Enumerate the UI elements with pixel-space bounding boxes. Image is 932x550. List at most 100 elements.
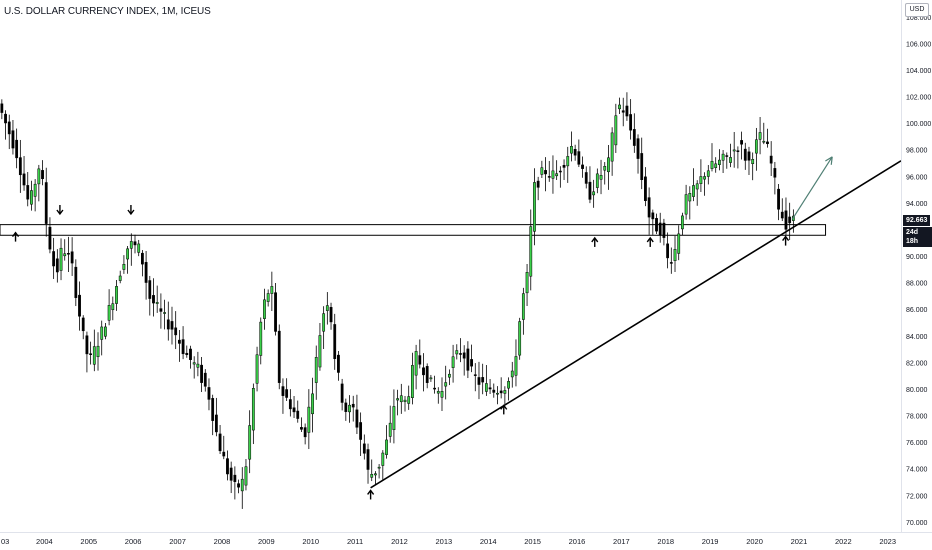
- candle: [625, 92, 629, 121]
- y-tick-label: 82.000: [906, 360, 928, 367]
- candle: [414, 344, 418, 390]
- y-tick-label: 72.000: [906, 493, 928, 500]
- time-axis[interactable]: 03 2004 2005 2006 2007 2008 2009 2010 2011 2012 20…: [1, 537, 896, 546]
- candle: [754, 127, 758, 171]
- candle: [129, 233, 133, 266]
- candle: [470, 344, 473, 373]
- candle: [248, 410, 252, 474]
- arrow-up-marker: [367, 489, 375, 500]
- candle: [732, 131, 736, 168]
- arrow-up-marker: [11, 231, 20, 242]
- x-tick-label: 2014: [480, 537, 497, 546]
- candle: [359, 412, 363, 456]
- candle: [566, 146, 570, 183]
- candle: [525, 263, 529, 306]
- candle: [362, 434, 366, 460]
- candle: [70, 237, 74, 276]
- candle: [618, 97, 621, 114]
- candle: [636, 134, 640, 174]
- candle: [577, 139, 581, 168]
- candle: [673, 235, 677, 273]
- candle: [388, 405, 392, 443]
- candle: [780, 198, 784, 222]
- candle: [30, 180, 33, 211]
- candle: [189, 345, 192, 369]
- candle: [270, 271, 274, 312]
- candle: [318, 323, 322, 371]
- candle: [233, 466, 237, 500]
- candle: [588, 166, 592, 204]
- candle: [55, 249, 59, 283]
- candle: [52, 237, 56, 279]
- candle: [325, 292, 329, 325]
- candle: [433, 375, 436, 394]
- candle: [758, 116, 762, 155]
- candle: [721, 150, 725, 173]
- candle: [274, 282, 277, 336]
- candle: [96, 332, 100, 371]
- x-tick-label: 2023: [879, 537, 896, 546]
- arrow-up-marker: [591, 236, 599, 247]
- candle: [381, 450, 385, 481]
- candle: [607, 144, 610, 190]
- candle: [222, 435, 226, 460]
- candle: [681, 212, 684, 235]
- candle: [307, 389, 311, 450]
- candle: [177, 330, 181, 362]
- candles-layer: [0, 92, 795, 509]
- candle: [570, 131, 573, 162]
- bar-countdown-badge: 24d 18h: [903, 227, 932, 247]
- candle: [747, 146, 751, 175]
- candle: [529, 209, 533, 291]
- candle: [26, 172, 30, 207]
- candle: [104, 322, 107, 340]
- candle: [562, 159, 566, 180]
- candle: [706, 165, 710, 185]
- candle: [710, 143, 714, 172]
- candle: [155, 285, 159, 313]
- arrow-down-marker: [127, 205, 135, 216]
- x-tick-label: 2009: [258, 537, 275, 546]
- candle: [481, 363, 485, 395]
- y-tick-label: 88.000: [906, 281, 928, 288]
- candle: [684, 184, 688, 220]
- candle: [533, 168, 536, 246]
- currency-unit-badge[interactable]: USD: [905, 3, 929, 17]
- candle: [762, 122, 766, 145]
- candle: [226, 450, 229, 481]
- candle: [300, 417, 303, 433]
- candle: [629, 99, 633, 140]
- candle: [100, 320, 104, 356]
- y-tick-label: 96.000: [906, 174, 928, 181]
- arrow-down-marker: [56, 205, 64, 216]
- candle: [285, 378, 289, 401]
- candle: [584, 166, 588, 189]
- y-tick-label: 90.000: [906, 254, 928, 261]
- projection-arrow[interactable]: [791, 156, 833, 220]
- candle: [281, 378, 285, 414]
- candle: [725, 152, 729, 169]
- candle: [348, 395, 351, 423]
- candle: [784, 197, 788, 236]
- candle: [695, 180, 699, 206]
- candle: [521, 287, 525, 335]
- x-tick-label: 2015: [524, 537, 541, 546]
- candle: [59, 238, 63, 281]
- candle: [440, 377, 444, 411]
- candle: [736, 146, 740, 169]
- candle: [192, 356, 196, 379]
- candle: [717, 149, 721, 171]
- candle: [163, 299, 166, 330]
- price-axis[interactable]: 108.000 106.000 104.000 102.000 100.000 98.00…: [906, 15, 931, 527]
- candle: [141, 250, 144, 277]
- candle: [610, 127, 614, 176]
- candle: [15, 128, 19, 169]
- candle: [244, 458, 248, 491]
- candle: [447, 369, 451, 386]
- x-tick-label: 2016: [569, 537, 586, 546]
- y-tick-label: 78.000: [906, 414, 928, 421]
- trendline[interactable]: [370, 160, 902, 489]
- trendline-layer: [370, 156, 902, 489]
- candle: [555, 160, 559, 181]
